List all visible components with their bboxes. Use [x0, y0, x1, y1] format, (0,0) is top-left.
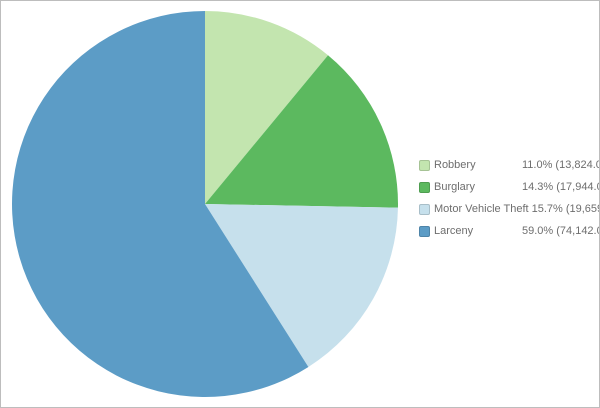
- legend-label: Robbery: [434, 159, 476, 171]
- pie-slice-burglary[interactable]: [205, 55, 399, 208]
- legend-value: 15.7% (19,659.0): [531, 203, 599, 215]
- legend-item-larceny[interactable]: Larceny 59.0% (74,142.0): [419, 220, 600, 242]
- legend-swatch: [419, 159, 430, 171]
- pie-slice-larceny[interactable]: [12, 11, 309, 398]
- legend-swatch: [419, 225, 430, 237]
- legend-item-burglary[interactable]: Burglary 14.3% (17,944.0): [419, 176, 600, 198]
- legend-value: 14.3% (17,944.0): [522, 181, 600, 193]
- legend-swatch: [419, 203, 430, 215]
- legend-label: Motor Vehicle Theft: [434, 203, 529, 215]
- legend-item-robbery[interactable]: Robbery 11.0% (13,824.0): [419, 154, 600, 176]
- legend-label: Larceny: [434, 225, 474, 237]
- pie-slice-robbery[interactable]: [205, 11, 329, 204]
- legend-label: Burglary: [434, 181, 475, 193]
- legend-value: 11.0% (13,824.0): [522, 159, 600, 171]
- legend-swatch: [419, 181, 430, 193]
- legend: Robbery 11.0% (13,824.0) Burglary 14.3% …: [419, 154, 600, 242]
- legend-value: 59.0% (74,142.0): [522, 225, 600, 237]
- pie-slice-motor-vehicle-theft[interactable]: [205, 204, 398, 367]
- legend-item-motor-vehicle-theft[interactable]: Motor Vehicle Theft 15.7% (19,659.0): [419, 198, 599, 220]
